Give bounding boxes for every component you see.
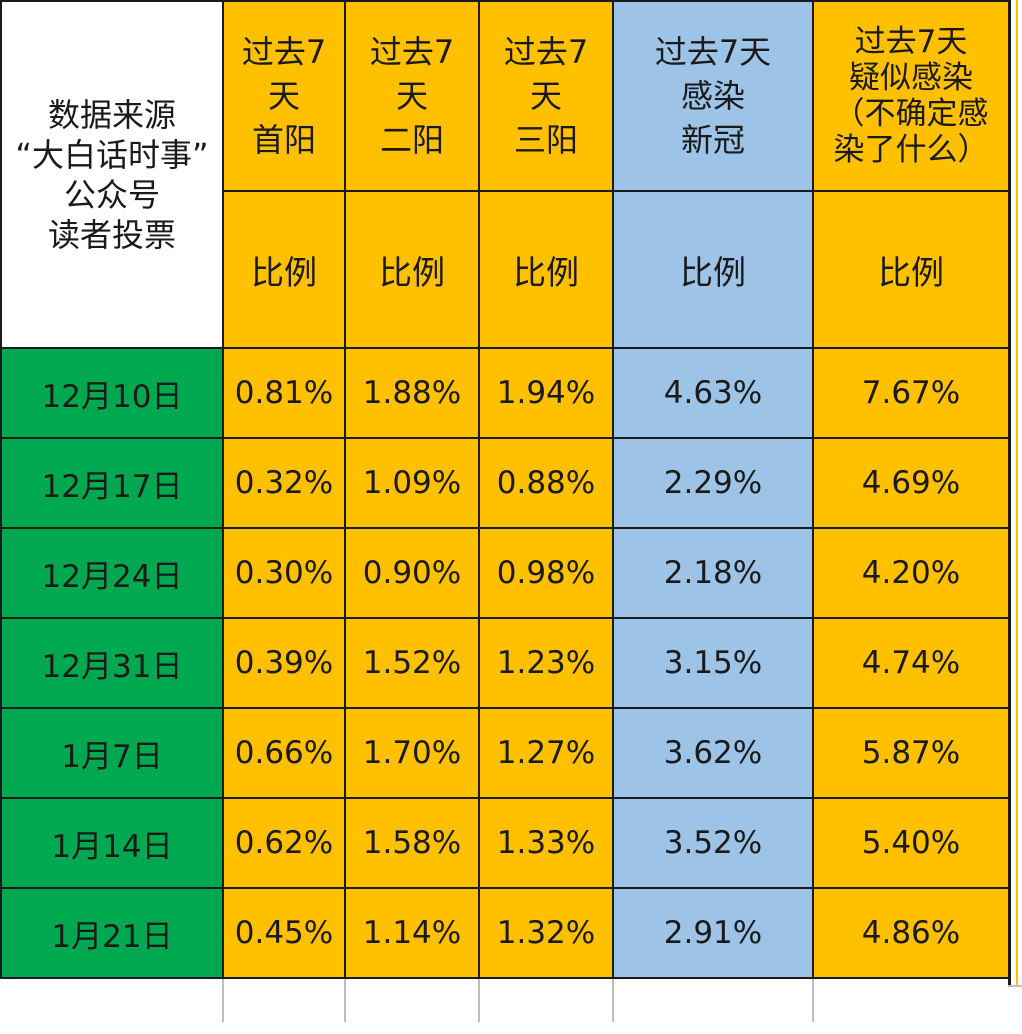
table-row: 12月17日 0.32% 1.09% 0.88% 2.29% 4.69%: [0, 437, 1010, 529]
source-header-cell: 数据来源 “大白话时事” 公众号 读者投票: [0, 0, 224, 349]
column-header-line: 过去7: [241, 33, 327, 71]
value-cell: 0.39%: [222, 617, 346, 709]
column-header-suspected-infection: 过去7天 疑似感染 （不确定感 染了什么）: [812, 0, 1010, 192]
value-cell: 0.32%: [222, 437, 346, 529]
table-row: 1月21日 0.45% 1.14% 1.32% 2.91% 4.86%: [0, 887, 1010, 979]
value-cell: 1.14%: [344, 887, 480, 979]
column-header-line: 过去7天: [654, 33, 772, 71]
table-row: 12月10日 0.81% 1.88% 1.94% 4.63% 7.67%: [0, 347, 1010, 439]
column-header-second-positive: 过去7 天 二阳: [344, 0, 480, 192]
value-cell: 1.23%: [478, 617, 614, 709]
empty-cell: [1, 977, 224, 1022]
column-header-line: 首阳: [251, 121, 316, 159]
column-header-third-positive: 过去7 天 三阳: [478, 0, 614, 192]
value-cell: 1.27%: [478, 707, 614, 799]
date-cell: 12月17日: [0, 437, 224, 529]
date-cell: 12月31日: [0, 617, 224, 709]
column-header-line: 天: [395, 77, 428, 115]
column-header-line: 天: [267, 77, 300, 115]
value-cell: 1.32%: [478, 887, 614, 979]
column-header-line: （不确定感: [833, 96, 989, 132]
value-cell: 4.20%: [812, 527, 1010, 619]
column-header-line: 过去7天: [854, 24, 968, 60]
value-cell: 4.74%: [812, 617, 1010, 709]
column-header-line: 二阳: [379, 121, 444, 159]
table-row: 12月24日 0.30% 0.90% 0.98% 2.18% 4.20%: [0, 527, 1010, 619]
edge-grid-line: [1008, 985, 1022, 987]
value-cell: 2.91%: [612, 887, 814, 979]
date-cell: 12月24日: [0, 527, 224, 619]
column-header-first-positive: 过去7 天 首阳: [222, 0, 346, 192]
value-cell: 1.09%: [344, 437, 480, 529]
empty-row: [1, 977, 1010, 1022]
value-cell: 1.52%: [344, 617, 480, 709]
column-subheader: 比例: [612, 190, 814, 349]
column-header-line: 天: [529, 77, 562, 115]
value-cell: 3.15%: [612, 617, 814, 709]
column-header-line: 感染: [680, 77, 745, 115]
value-cell: 1.88%: [344, 347, 480, 439]
value-cell: 7.67%: [812, 347, 1010, 439]
empty-cell: [612, 977, 814, 1022]
value-cell: 4.63%: [612, 347, 814, 439]
value-cell: 5.87%: [812, 707, 1010, 799]
column-header-line: 三阳: [513, 121, 578, 159]
data-table: 数据来源 “大白话时事” 公众号 读者投票 过去7 天 首阳 过去7 天 二阳 …: [0, 0, 1010, 1022]
value-cell: 0.81%: [222, 347, 346, 439]
source-line: 公众号: [63, 175, 160, 214]
value-cell: 2.18%: [612, 527, 814, 619]
date-cell: 1月14日: [0, 797, 224, 889]
value-cell: 5.40%: [812, 797, 1010, 889]
value-cell: 0.88%: [478, 437, 614, 529]
empty-cell: [344, 977, 480, 1022]
value-cell: 1.94%: [478, 347, 614, 439]
column-header-line: 过去7: [503, 33, 589, 71]
table-row: 12月31日 0.39% 1.52% 1.23% 3.15% 4.74%: [0, 617, 1010, 709]
empty-cell: [478, 977, 614, 1022]
table-row: 1月7日 0.66% 1.70% 1.27% 3.62% 5.87%: [0, 707, 1010, 799]
empty-cell: [812, 977, 1010, 1022]
value-cell: 0.62%: [222, 797, 346, 889]
column-subheader: 比例: [812, 190, 1010, 349]
table-row: 1月14日 0.62% 1.58% 1.33% 3.52% 5.40%: [0, 797, 1010, 889]
sheet-right-edge: [1008, 0, 1022, 1034]
date-cell: 1月7日: [0, 707, 224, 799]
value-cell: 4.86%: [812, 887, 1010, 979]
column-header-line: 过去7: [369, 33, 455, 71]
edge-accent-line: [1016, 0, 1018, 985]
column-subheader: 比例: [478, 190, 614, 349]
value-cell: 1.58%: [344, 797, 480, 889]
column-subheader: 比例: [344, 190, 480, 349]
column-header-line: 新冠: [680, 121, 745, 159]
source-line: 读者投票: [47, 215, 176, 254]
value-cell: 0.45%: [222, 887, 346, 979]
column-header-line: 染了什么）: [833, 132, 989, 168]
value-cell: 4.69%: [812, 437, 1010, 529]
value-cell: 0.98%: [478, 527, 614, 619]
edge-border-line: [1008, 0, 1011, 985]
column-subheader: 比例: [222, 190, 346, 349]
header-row-titles: 数据来源 “大白话时事” 公众号 读者投票 过去7 天 首阳 过去7 天 二阳 …: [0, 0, 1010, 349]
empty-cell: [222, 977, 346, 1022]
value-cell: 3.62%: [612, 707, 814, 799]
value-cell: 0.66%: [222, 707, 346, 799]
column-header-line: 疑似感染: [849, 60, 973, 96]
header-row-subtitles: 比例 比例 比例 比例 比例: [1, 190, 1010, 349]
date-cell: 12月10日: [0, 347, 224, 439]
date-cell: 1月21日: [0, 887, 224, 979]
value-cell: 2.29%: [612, 437, 814, 529]
source-line: “大白话时事”: [15, 135, 209, 174]
value-cell: 1.70%: [344, 707, 480, 799]
column-header-covid-infection: 过去7天 感染 新冠: [612, 0, 814, 192]
value-cell: 0.90%: [344, 527, 480, 619]
value-cell: 0.30%: [222, 527, 346, 619]
value-cell: 1.33%: [478, 797, 614, 889]
value-cell: 3.52%: [612, 797, 814, 889]
source-line: 数据来源: [47, 95, 176, 134]
